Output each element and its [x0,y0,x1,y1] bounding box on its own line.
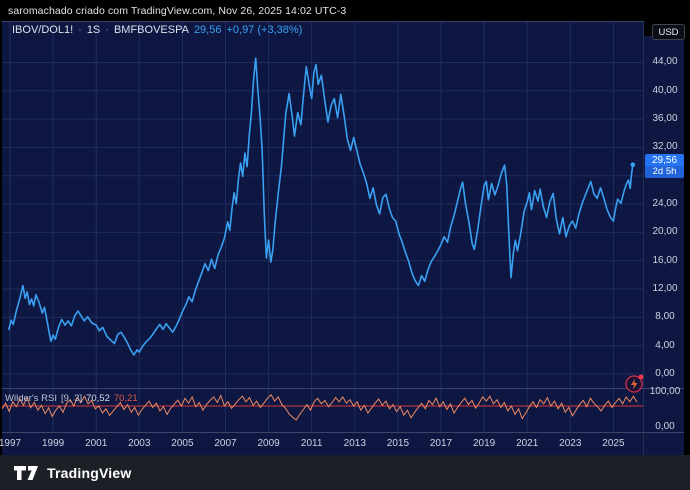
price-tick-label: 16,00 [652,254,678,266]
chart-canvas[interactable] [0,21,690,455]
last-price-value: 29,56 [645,153,684,166]
price-tick-label: 0,00 [655,368,675,379]
last-price-label: 29,56 2d 5h [645,153,684,178]
price-tick-label: 12,00 [652,283,678,295]
rsi-indicator-params: [9, 3] [60,393,83,404]
year-tick-label: 2025 [602,438,625,449]
attribution-bar: saromachado criado com TradingView.com, … [0,0,690,21]
rsi-value-main: 70,52 [86,393,110,404]
interval-label[interactable]: 1S [86,24,101,36]
year-tick-label: 1997 [0,438,22,449]
legend-last-price: 29,56 [193,24,222,36]
rsi-tick-label: 0,00 [655,421,675,432]
tradingview-logo-icon[interactable] [14,465,38,480]
price-tick-label: 40,00 [652,84,678,96]
price-tick-label: 24,00 [652,198,678,210]
year-tick-label: 2023 [559,438,582,449]
year-tick-label: 2021 [516,438,539,449]
symbol-legend[interactable]: IBOV/DOL1! · 1S · BMFBOVESPA 29,56 +0,97… [12,24,302,36]
lightning-bolt-icon [631,378,638,390]
year-tick-label: 2003 [128,438,151,449]
legend-separator: · [78,24,82,36]
year-tick-label: 2009 [257,438,280,449]
legend-change: +0,97 (+3,38%) [226,24,303,36]
rsi-indicator-title[interactable]: Wilder's RSI [5,393,57,404]
price-tick-label: 4,00 [655,339,675,351]
tradingview-footer: TradingView [0,455,690,490]
year-tick-label: 2011 [300,438,323,449]
year-tick-label: 2019 [472,438,496,449]
attribution-text: saromachado criado com TradingView.com, … [8,4,347,17]
price-tick-label: 32,00 [652,141,678,153]
price-tick-label: 44,00 [652,56,678,68]
price-tick-label: 8,00 [655,311,675,323]
rsi-value-signal: 70,21 [113,393,138,404]
year-tick-label: 1999 [41,438,65,449]
year-tick-label: 2017 [429,438,453,449]
legend-separator: · [105,24,109,36]
year-tick-label: 2001 [85,438,108,449]
year-tick-label: 2005 [171,438,194,449]
symbol-name[interactable]: IBOV/DOL1! [12,24,74,36]
bar-countdown: 2d 5h [645,165,684,178]
year-tick-label: 2007 [214,438,237,449]
currency-unit-button[interactable]: USD [652,24,685,40]
year-tick-label: 2015 [386,438,410,449]
notification-dot [638,374,644,380]
year-tick-label: 2013 [343,438,366,449]
rsi-tick-label: 100,00 [649,386,681,397]
rsi-legend[interactable]: Wilder's RSI [9, 3] 70,52 70,21 [5,393,138,404]
price-tick-label: 20,00 [652,226,678,238]
market-status-icon[interactable] [624,372,646,394]
exchange-label: BMFBOVESPA [113,24,189,36]
tradingview-brand-text[interactable]: TradingView [47,464,132,481]
price-tick-label: 36,00 [652,113,678,125]
